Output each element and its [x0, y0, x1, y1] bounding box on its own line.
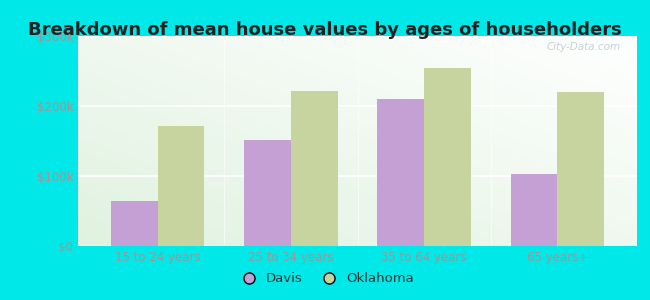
Bar: [158, 126, 205, 246]
Bar: [557, 92, 604, 246]
Bar: [378, 99, 424, 246]
Text: Breakdown of mean house values by ages of householders: Breakdown of mean house values by ages o…: [28, 21, 622, 39]
Bar: [291, 91, 337, 246]
Text: City-Data.com: City-Data.com: [546, 42, 620, 52]
Bar: [244, 140, 291, 246]
Bar: [510, 174, 557, 246]
Legend: Davis, Oklahoma: Davis, Oklahoma: [231, 267, 419, 290]
Bar: [424, 68, 471, 246]
Bar: [111, 200, 158, 246]
